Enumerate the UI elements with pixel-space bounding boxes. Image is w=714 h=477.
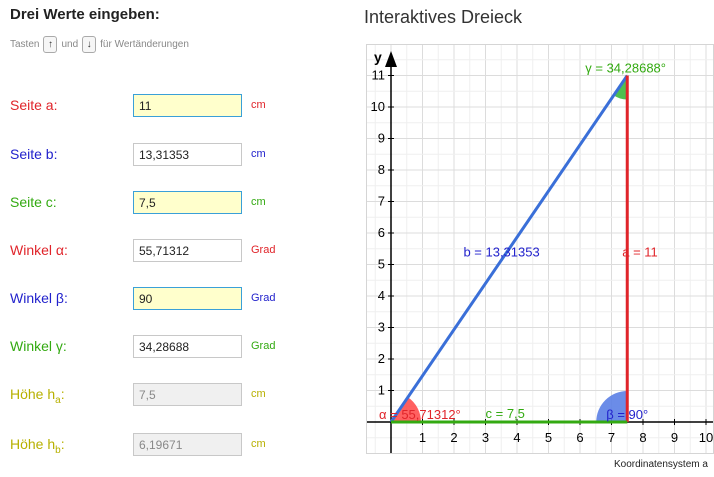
beta-angle-marker <box>596 391 628 422</box>
x-tick-label: 6 <box>576 430 583 445</box>
y-tick-label: 1 <box>378 383 385 398</box>
side-b-input[interactable] <box>133 143 242 166</box>
y-tick-label: 10 <box>371 99 385 114</box>
y-tick-label: 3 <box>378 320 385 335</box>
row-height-hb: Höhe hb: cm <box>0 433 330 457</box>
hint-middle: und <box>61 39 79 50</box>
row-side-b: Seite b: cm <box>0 143 330 167</box>
row-side-c: Seite c: cm <box>0 191 330 215</box>
x-tick-label: 2 <box>450 430 457 445</box>
x-tick-label: 5 <box>545 430 552 445</box>
y-tick-label: 4 <box>378 288 385 303</box>
hint-prefix: Tasten <box>10 39 40 50</box>
y-axis-label: y <box>374 49 382 65</box>
gamma-label: γ = 34,28688° <box>585 61 666 76</box>
side-a-label: a = 11 <box>622 245 658 260</box>
angle-alpha-input[interactable] <box>133 239 242 262</box>
x-tick-label: 4 <box>513 430 520 445</box>
y-axis-arrow-icon <box>385 51 397 67</box>
arrow-down-key-icon: ↓ <box>82 36 97 53</box>
x-tick-label: 8 <box>639 430 646 445</box>
side-a-input[interactable] <box>133 94 242 117</box>
x-tick-label: 1 <box>419 430 426 445</box>
angle-alpha-label: Winkel α: <box>10 242 68 258</box>
row-height-ha: Höhe ha: cm <box>0 383 330 407</box>
angle-gamma-label: Winkel γ: <box>10 338 67 354</box>
angle-gamma-input[interactable] <box>133 335 242 358</box>
side-a-unit: cm <box>251 99 266 111</box>
alpha-angle-marker <box>391 397 421 422</box>
side-b-label: b = 13,31353 <box>463 245 539 260</box>
x-tick-label: 9 <box>671 430 678 445</box>
keyboard-hint: Tasten ↑ und ↓ für Wertänderungen <box>10 36 189 53</box>
side-c-label: c = 7,5 <box>486 406 525 421</box>
y-tick-label: 11 <box>372 68 386 83</box>
angle-beta-unit: Grad <box>251 292 276 304</box>
side-c-input[interactable] <box>133 191 242 214</box>
angle-beta-label: Winkel β: <box>10 290 68 306</box>
side-b-unit: cm <box>251 148 266 160</box>
form-heading: Drei Werte eingeben: <box>10 6 160 23</box>
height-ha-unit: cm <box>251 388 266 400</box>
y-tick-label: 5 <box>378 257 385 272</box>
angle-alpha-unit: Grad <box>251 244 276 256</box>
x-tick-label: 7 <box>608 430 615 445</box>
height-hb-label: Höhe hb: <box>10 436 65 456</box>
graph-title: Interaktives Dreieck <box>364 7 523 27</box>
hint-suffix: für Wertänderungen <box>100 39 189 50</box>
row-angle-alpha: Winkel α: Grad <box>0 239 330 263</box>
arrow-up-key-icon: ↑ <box>43 36 58 53</box>
height-ha-label: Höhe ha: <box>10 386 65 406</box>
row-angle-beta: Winkel β: Grad <box>0 287 330 311</box>
side-b-line <box>389 74 629 423</box>
graph-panel: Interaktives Dreieck y 1 2 3 4 5 6 7 8 9 10 1 2 3 4 5 6 7… <box>352 0 714 477</box>
y-tick-label: 2 <box>378 351 385 366</box>
height-ha-input <box>133 383 242 406</box>
angle-gamma-unit: Grad <box>251 340 276 352</box>
x-tick-label: 10 <box>699 430 713 445</box>
side-a-label: Seite a: <box>10 97 58 113</box>
y-tick-label: 8 <box>378 162 385 177</box>
angle-beta-input[interactable] <box>133 287 242 310</box>
height-hb-input <box>133 433 242 456</box>
side-b-label: Seite b: <box>10 146 58 162</box>
triangle-plot: y 1 2 3 4 5 6 7 8 9 10 1 2 3 4 5 6 7 8 9 10 11 α = 55,71312° β … <box>367 45 713 453</box>
y-tick-label: 7 <box>378 194 385 209</box>
row-angle-gamma: Winkel γ: Grad <box>0 335 330 359</box>
side-c-unit: cm <box>251 196 266 208</box>
triangle-canvas[interactable]: y 1 2 3 4 5 6 7 8 9 10 1 2 3 4 5 6 7 8 9 10 11 α = 55,71312° β … <box>366 44 714 454</box>
alpha-label: α = 55,71312° <box>379 407 461 422</box>
x-tick-label: 3 <box>482 430 489 445</box>
row-side-a: Seite a: cm <box>0 94 330 118</box>
side-c-label: Seite c: <box>10 194 57 210</box>
height-hb-unit: cm <box>251 438 266 450</box>
input-panel: Drei Werte eingeben: Tasten ↑ und ↓ für … <box>0 0 330 477</box>
beta-label: β = 90° <box>606 407 648 422</box>
y-tick-label: 9 <box>378 131 385 146</box>
y-tick-label: 6 <box>378 225 385 240</box>
graph-caption: Koordinatensystem a <box>614 459 708 470</box>
